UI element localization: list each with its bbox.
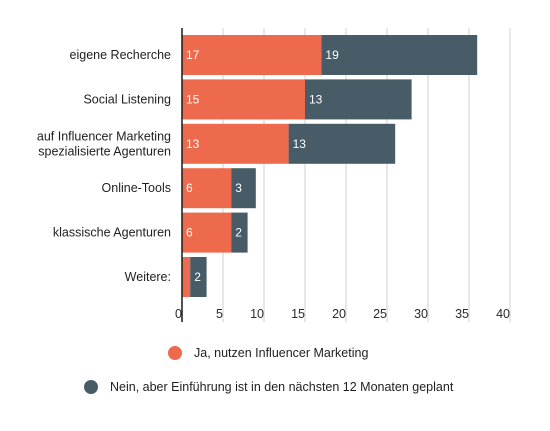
category-label-0: eigene Recherche [70, 48, 172, 62]
bar-nein-4 [231, 212, 248, 253]
stacked-bar-chart: 17 19 15 13 13 13 6 3 6 2 2 eigene Recherche Social… [37, 28, 511, 322]
x-tick-label-0: 0 [175, 307, 182, 321]
legend-label-ja: Ja, nutzen Influencer Marketing [194, 346, 369, 360]
bar-label-nein-1: 13 [309, 92, 323, 106]
category-label-4: klassische Agenturen [53, 226, 171, 240]
x-axis-tick-labels: 0 5 10 15 20 25 30 35 40 [175, 307, 510, 321]
x-tick-label-20: 20 [332, 307, 346, 321]
legend-swatch-ja [168, 346, 182, 360]
bar-ja-4 [182, 212, 232, 253]
bar-ja-3 [182, 168, 232, 209]
category-labels: eigene Recherche Social Listening auf Infl… [37, 48, 171, 284]
x-tick-label-10: 10 [250, 307, 264, 321]
bar-label-nein-3: 3 [235, 181, 242, 195]
category-label-1: Social Listening [83, 92, 171, 106]
legend-item-nein: Nein, aber Einführung ist in den nächste… [84, 380, 453, 394]
x-tick-label-15: 15 [291, 307, 305, 321]
legend-swatch-nein [84, 380, 98, 394]
bar-nein-3 [231, 168, 256, 209]
bar-label-nein-5: 2 [194, 270, 201, 284]
x-tick-label-25: 25 [373, 307, 387, 321]
x-tick-label-35: 35 [455, 307, 469, 321]
x-tick-label-30: 30 [414, 307, 428, 321]
bar-ja-1 [182, 79, 305, 120]
bar-label-ja-4: 6 [186, 226, 193, 240]
bar-ja-2 [182, 123, 289, 164]
category-label-2-line-1: spezialisierte Agenturen [38, 144, 171, 158]
legend-item-ja: Ja, nutzen Influencer Marketing [168, 346, 368, 360]
bar-label-ja-3: 6 [186, 181, 193, 195]
bar-nein-1 [305, 79, 412, 120]
x-tick-label-40: 40 [496, 307, 510, 321]
bar-label-nein-0: 19 [325, 48, 339, 62]
legend-label-nein: Nein, aber Einführung ist in den nächste… [110, 380, 454, 394]
bar-ja-5 [182, 257, 191, 297]
bar-series: 17 19 15 13 13 13 6 3 6 2 2 [182, 35, 478, 297]
bar-label-nein-4: 2 [235, 226, 242, 240]
bar-label-ja-1: 15 [186, 92, 200, 106]
bar-nein-5 [190, 257, 207, 297]
bar-nein-2 [288, 123, 396, 164]
gridlines [222, 28, 511, 322]
category-label-2-line-0: auf Influencer Marketing [37, 129, 171, 143]
category-label-3: Online-Tools [102, 181, 171, 195]
x-tick-label-5: 5 [216, 307, 223, 321]
bar-nein-0 [321, 35, 478, 75]
bar-label-ja-0: 17 [186, 48, 200, 62]
bar-label-ja-2: 13 [186, 137, 200, 151]
category-label-5: Weitere: [125, 270, 171, 284]
bar-label-nein-2: 13 [293, 137, 307, 151]
bar-ja-0 [182, 35, 322, 75]
